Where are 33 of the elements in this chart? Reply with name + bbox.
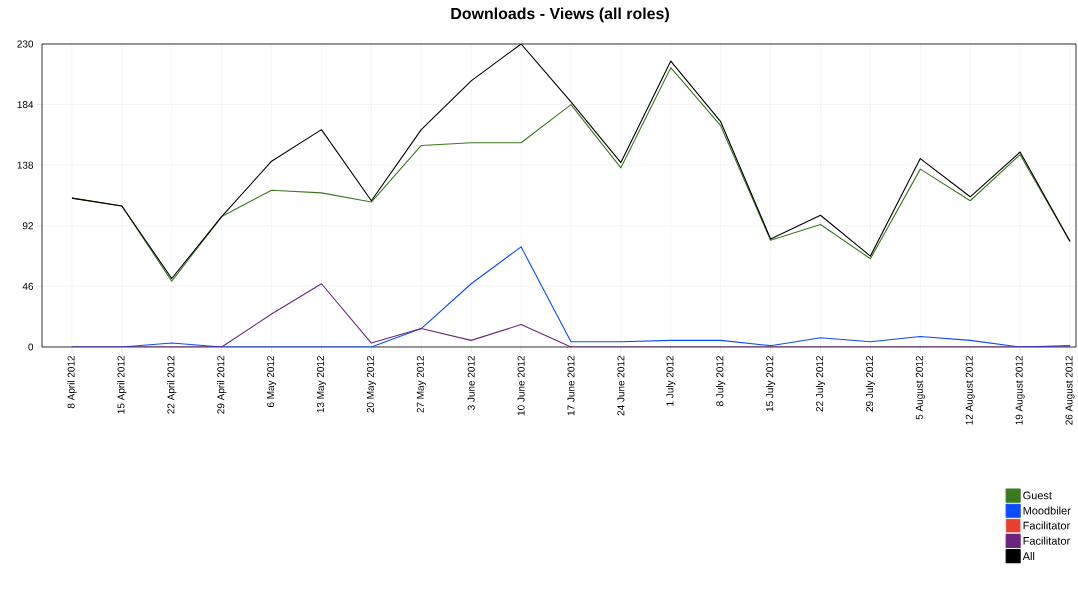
x-tick-label: 6 May 2012 <box>267 356 277 408</box>
x-tick-label: 29 July 2012 <box>865 356 876 412</box>
legend-label: Facilitator <box>1023 521 1071 530</box>
x-tick-label: 26 August 2012 <box>1065 356 1075 425</box>
x-tick-label: 15 July 2012 <box>765 356 776 412</box>
y-tick-label: 46 <box>22 282 34 290</box>
y-tick-label: 138 <box>17 161 34 169</box>
legend-label: All <box>1022 551 1035 560</box>
chart-title: Downloads - Views (all roles) <box>451 7 669 23</box>
x-tick-label: 22 April 2012 <box>167 356 177 414</box>
x-tick-label: 24 June 2012 <box>617 356 625 416</box>
y-tick-label: 0 <box>28 343 34 351</box>
legend-label: Facilitator <box>1023 536 1071 545</box>
y-tick-label: 184 <box>17 101 34 109</box>
x-tick-label: 1 July 2012 <box>666 356 676 406</box>
x-tick-label: 19 August 2012 <box>1015 356 1025 425</box>
x-tick-label: 8 July 2012 <box>716 356 726 407</box>
x-tick-label: 20 May 2012 <box>366 356 376 413</box>
x-tick-label: 29 April 2012 <box>217 356 227 414</box>
legend-label: Moodbiler <box>1023 506 1071 515</box>
legend-label: Guest <box>1023 491 1052 500</box>
x-tick-label: 8 April 2012 <box>67 356 77 409</box>
x-tick-label: 13 May 2012 <box>316 356 326 413</box>
x-tick-label: 12 August 2012 <box>965 356 975 425</box>
x-tick-label: 27 May 2012 <box>416 356 426 413</box>
x-tick-label: 15 April 2012 <box>117 356 127 414</box>
y-tick-label: 230 <box>17 40 34 48</box>
x-tick-label: 22 July 2012 <box>815 356 826 412</box>
x-tick-label: 3 June 2012 <box>467 356 475 410</box>
x-tick-label: 5 August 2012 <box>915 356 925 420</box>
x-tick-label: 10 June 2012 <box>517 356 525 416</box>
x-tick-label: 17 June 2012 <box>567 356 575 416</box>
y-tick-label: 92 <box>22 222 33 230</box>
